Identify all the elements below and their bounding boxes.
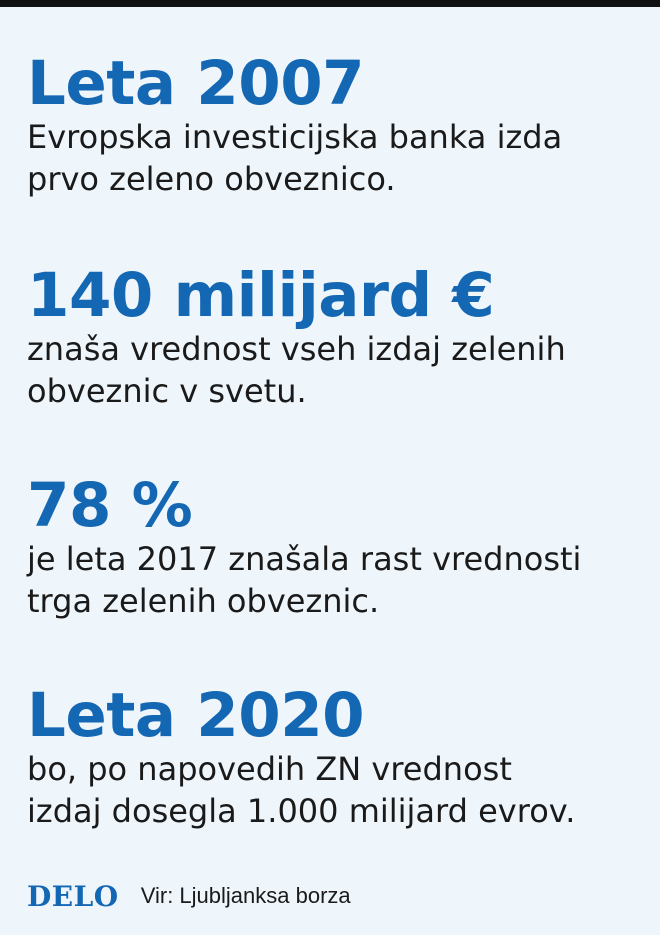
fact-headline: Leta 2020 — [27, 680, 365, 751]
infographic-panel — [0, 7, 660, 935]
fact-description-line: izdaj dosegla 1.000 milijard evrov. — [27, 792, 576, 830]
fact-headline: Leta 2007 — [27, 48, 365, 119]
fact-description: znaša vrednost vseh izdaj zelenih obvezn… — [27, 328, 652, 412]
source-credit: Vir: Ljubljanksa borza — [140, 883, 351, 908]
fact-block-78-percent: 78 % je leta 2017 znašala rast vrednosti… — [27, 474, 652, 622]
fact-block-140-billion: 140 milijard € znaša vrednost vseh izdaj… — [27, 264, 652, 412]
fact-description-line: prvo zeleno obveznico. — [27, 160, 396, 198]
fact-block-2020: Leta 2020 bo, po napovedih ZN vrednost i… — [27, 684, 652, 832]
fact-headline: 140 milijard € — [27, 260, 495, 331]
fact-description-line: obveznic v svetu. — [27, 372, 307, 410]
delo-logo: DELO — [27, 879, 119, 913]
fact-description-line: Evropska investicijska banka izda — [27, 118, 563, 156]
fact-headline: 78 % — [27, 470, 193, 541]
fact-description-line: trga zelenih obveznic. — [27, 582, 380, 620]
top-border — [0, 0, 660, 7]
fact-description: je leta 2017 znašala rast vrednosti trga… — [27, 538, 652, 622]
fact-description-line: je leta 2017 znašala rast vrednosti — [27, 540, 582, 578]
footer: DELO Vir: Ljubljanksa borza — [27, 878, 351, 914]
fact-block-2007: Leta 2007 Evropska investicijska banka i… — [27, 52, 652, 200]
fact-description: bo, po napovedih ZN vrednost izdaj doseg… — [27, 748, 652, 832]
fact-description-line: bo, po napovedih ZN vrednost — [27, 750, 512, 788]
fact-description: Evropska investicijska banka izda prvo z… — [27, 116, 652, 200]
fact-description-line: znaša vrednost vseh izdaj zelenih — [27, 330, 566, 368]
